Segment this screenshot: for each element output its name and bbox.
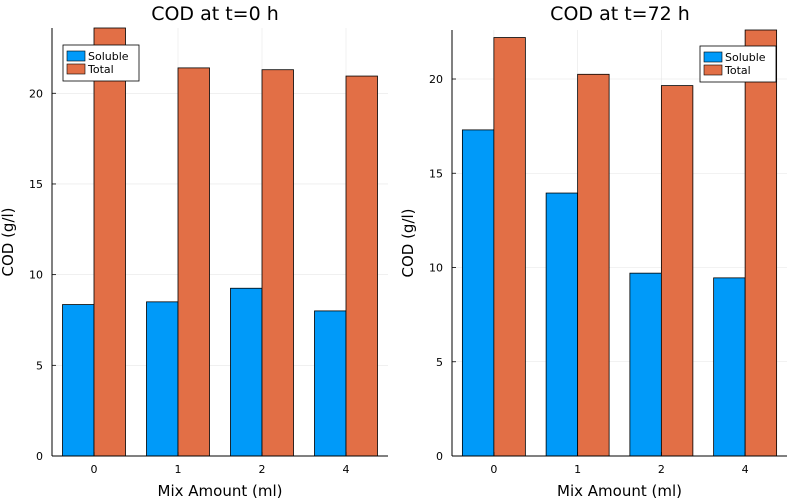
bar-total-1 xyxy=(577,73,610,457)
bar-soluble-4 xyxy=(713,277,746,457)
bar-soluble-2 xyxy=(230,287,263,457)
bar-total-2 xyxy=(261,69,294,457)
y-tick-label: 0 xyxy=(36,450,43,463)
bar-soluble-4 xyxy=(314,310,347,457)
y-axis-label: COD (g/l) xyxy=(399,208,417,277)
bar-total-1 xyxy=(177,67,210,457)
legend-label-soluble: Soluble xyxy=(88,50,129,63)
x-tick-label: 1 xyxy=(574,463,581,476)
bar-total-4 xyxy=(744,29,778,457)
y-tick-label: 20 xyxy=(429,73,443,86)
chart-panel-1: 0 5 10 15 20 0 1 2 4 COD at t=72 h Mix Amount (ml)… xyxy=(399,3,787,500)
bar-soluble-1 xyxy=(545,192,579,457)
x-tick-label: 1 xyxy=(175,463,182,476)
y-axis-label: COD (g/l) xyxy=(0,207,17,276)
chart-title: COD at t=72 h xyxy=(550,3,690,25)
x-axis-label: Mix Amount (ml) xyxy=(158,482,283,500)
legend-label-total: Total xyxy=(87,63,114,76)
y-tick-label: 5 xyxy=(36,359,43,372)
bar-soluble-1 xyxy=(146,301,179,457)
legend-box xyxy=(699,45,777,83)
y-tick-label: 5 xyxy=(436,356,443,369)
x-axis-label: Mix Amount (ml) xyxy=(557,482,682,500)
x-tick-label: 2 xyxy=(259,463,266,476)
bar-total-0 xyxy=(93,27,126,457)
bar-total-2 xyxy=(660,85,694,457)
y-tick-label: 10 xyxy=(29,269,43,282)
legend-swatch-total xyxy=(703,64,723,76)
legend-swatch-total xyxy=(66,63,86,75)
bar-total-0 xyxy=(493,37,526,457)
chart-title: COD at t=0 h xyxy=(151,3,279,25)
legend-box xyxy=(62,44,140,82)
y-tick-label: 10 xyxy=(429,262,443,275)
bar-soluble-0 xyxy=(62,304,95,457)
legend-label-total: Total xyxy=(724,64,751,77)
legend-swatch-soluble xyxy=(703,51,723,63)
y-tick-label: 0 xyxy=(436,450,443,463)
legend-swatch-soluble xyxy=(66,50,86,62)
bar-soluble-0 xyxy=(461,129,495,457)
x-tick-label: 2 xyxy=(658,463,665,476)
chart-panel-0: 0 5 10 15 20 0 1 2 4 COD at t=0 h Mix Amount (ml) C… xyxy=(0,3,388,500)
y-tick-label: 15 xyxy=(429,167,443,180)
x-tick-label: 0 xyxy=(490,463,497,476)
bar-soluble-2 xyxy=(629,272,662,457)
y-tick-label: 15 xyxy=(29,178,43,191)
bar-total-4 xyxy=(345,75,378,457)
x-tick-label: 4 xyxy=(742,463,749,476)
x-tick-label: 0 xyxy=(91,463,98,476)
x-tick-label: 4 xyxy=(343,463,350,476)
y-tick-label: 20 xyxy=(29,87,43,100)
legend-label-soluble: Soluble xyxy=(725,51,766,64)
